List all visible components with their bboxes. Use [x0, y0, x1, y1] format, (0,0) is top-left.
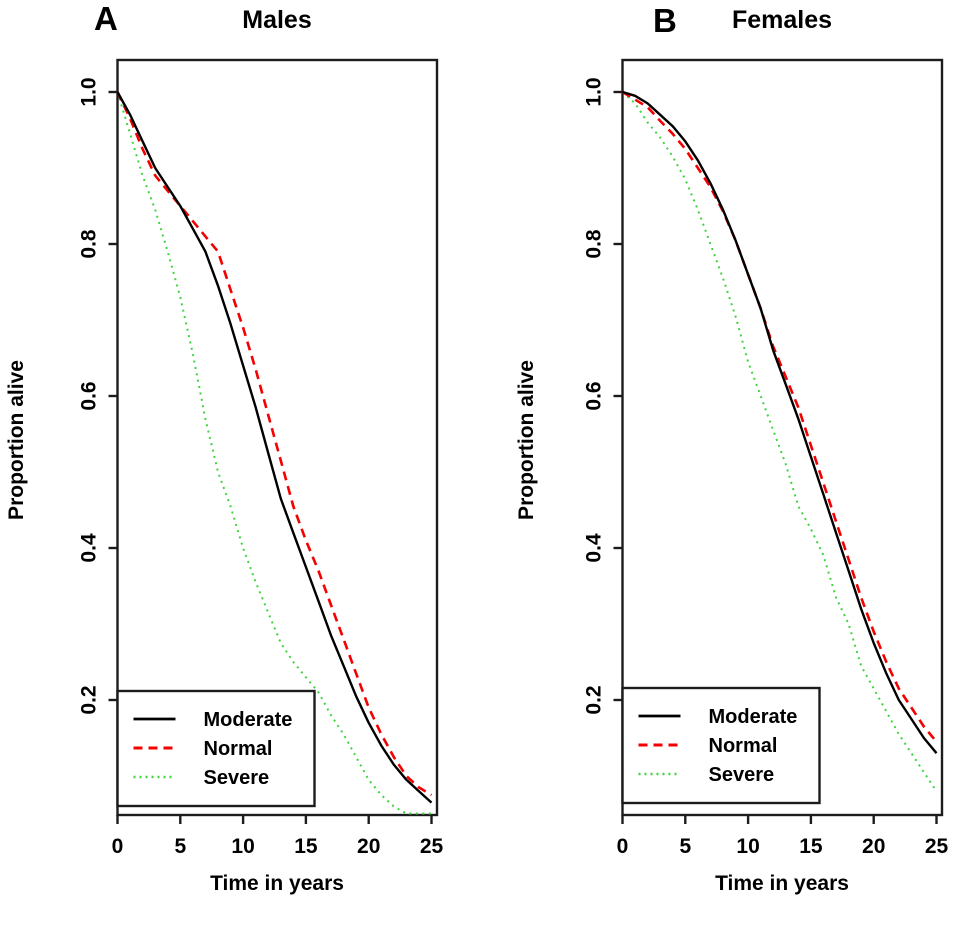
x-tick-label: 15 — [294, 835, 318, 858]
y-tick-label: 0.4 — [583, 533, 606, 563]
panel-letter-b: B — [653, 2, 677, 39]
y-tick-label: 0.8 — [583, 229, 606, 259]
x-tick-label: 5 — [174, 835, 186, 858]
legend-label-normal: Normal — [204, 738, 273, 760]
series-moderate-line — [622, 90, 938, 754]
panel-letter-a: A — [94, 0, 118, 37]
x-axis-label-females: Time in years — [715, 872, 849, 895]
legend-label-moderate: Moderate — [204, 709, 293, 731]
x-tick-label: 20 — [357, 835, 380, 858]
legend-label-moderate: Moderate — [709, 706, 798, 728]
y-axis-label-males: Proportion alive — [5, 360, 28, 520]
y-tick-label: 1.0 — [583, 77, 606, 106]
y-tick-label: 0.4 — [78, 533, 101, 563]
legend-label-severe: Severe — [204, 767, 270, 789]
legend-label-normal: Normal — [709, 735, 778, 757]
x-tick-label: 5 — [679, 835, 691, 858]
panel-title-males: Males — [242, 6, 312, 34]
x-tick-label: 25 — [420, 835, 444, 858]
x-tick-label: 0 — [617, 835, 629, 858]
y-tick-label: 0.6 — [583, 381, 606, 410]
plot-box-males — [116, 58, 439, 817]
series-normal-line — [116, 91, 433, 797]
y-tick-label: 0.6 — [78, 381, 101, 410]
y-tick-label: 0.2 — [78, 685, 101, 714]
x-tick-label: 0 — [112, 835, 124, 858]
x-tick-label: 10 — [231, 835, 254, 858]
series-moderate-line — [116, 91, 433, 804]
legend-box — [621, 686, 821, 805]
y-tick-label: 0.2 — [583, 685, 606, 714]
legend-label-severe: Severe — [709, 764, 775, 786]
y-tick-label: 1.0 — [78, 77, 101, 106]
panel-title-females: Females — [731, 6, 833, 34]
x-tick-label: 10 — [736, 835, 759, 858]
x-axis-label-males: Time in years — [210, 872, 344, 895]
series-severe-line — [116, 91, 432, 815]
x-tick-label: 20 — [862, 835, 885, 858]
x-tick-label: 15 — [799, 835, 823, 858]
y-axis-label-females: Proportion alive — [515, 360, 538, 520]
x-tick-label: 25 — [925, 835, 949, 858]
series-normal-line — [621, 90, 938, 743]
y-tick-label: 0.8 — [78, 229, 101, 259]
